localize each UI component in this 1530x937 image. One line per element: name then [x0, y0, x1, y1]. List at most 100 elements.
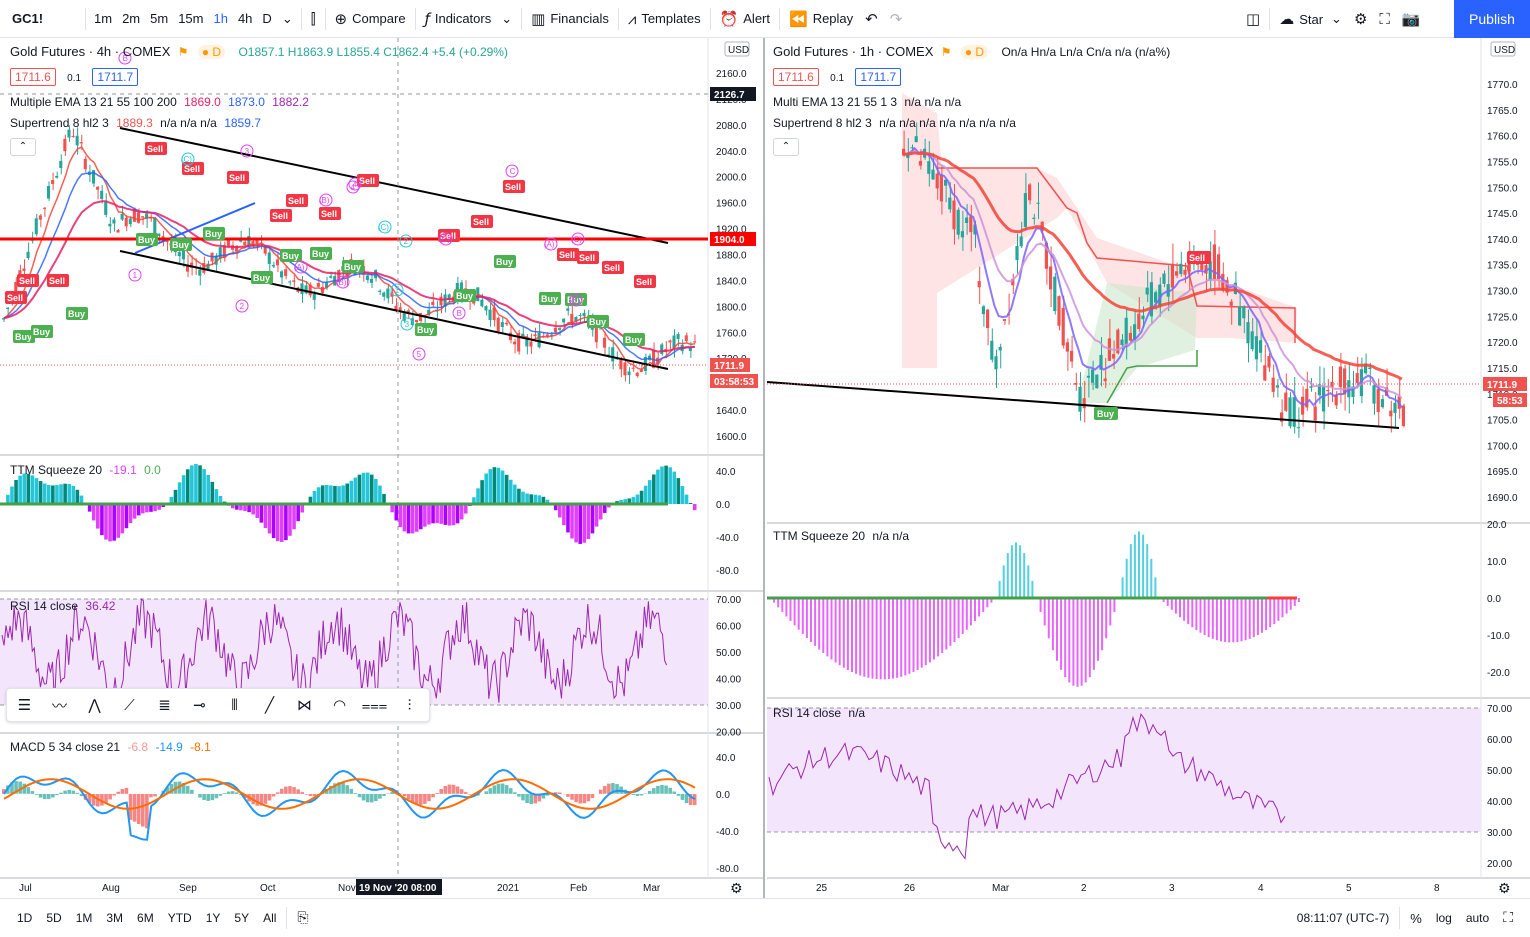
- macd-histogram-bar: [149, 794, 153, 798]
- publish-button[interactable]: Publish: [1454, 0, 1530, 38]
- candle-body: [1112, 354, 1116, 359]
- left-ema-legend[interactable]: Multiple EMA 13 21 55 100 200 1869.0 187…: [10, 94, 309, 110]
- drawing-tool-fib[interactable]: ≣: [147, 688, 182, 722]
- redo-button[interactable]: ↷: [884, 0, 909, 38]
- fullscreen-button[interactable]: ⛶: [1373, 0, 1396, 38]
- left-chart-pane[interactable]: USD 2160.0 2 1 2 0.0 2080.0 2040.0 2000.0 1960.0 1…: [0, 38, 765, 898]
- snapshot-button[interactable]: 📷: [1396, 0, 1427, 38]
- range-1D[interactable]: 1D: [17, 911, 33, 925]
- left-bid-badge[interactable]: 1711.6: [10, 68, 56, 86]
- financials-button[interactable]: ▥ Financials: [525, 0, 615, 38]
- toolbar-divider: [1269, 8, 1271, 30]
- replay-button[interactable]: ⏪ Replay: [783, 0, 859, 38]
- range-YTD[interactable]: YTD: [167, 911, 192, 925]
- macd-histogram-bar: [476, 794, 480, 796]
- left-ask-badge[interactable]: 1711.7: [92, 68, 139, 86]
- right-chart-pane[interactable]: USD 1770.0 1765.0 1760.0 1755.0 1750.0 1745.0 1…: [767, 38, 1530, 898]
- percent-scale-toggle[interactable]: %: [1410, 910, 1422, 926]
- interval-5m[interactable]: 5m: [150, 11, 169, 26]
- drawing-tool-channel[interactable]: ⩶: [357, 688, 392, 722]
- drawing-tool-range[interactable]: ⫶: [392, 688, 427, 722]
- macd-histogram-bar: [96, 794, 100, 807]
- interval-1m[interactable]: 1m: [94, 11, 113, 26]
- interval-2m[interactable]: 2m: [122, 11, 141, 26]
- ttm-histogram-bar: [79, 495, 84, 504]
- layout-button[interactable]: ◫: [1240, 0, 1266, 38]
- macd-histogram-bar: [639, 794, 644, 796]
- left-chart-canvas[interactable]: USD 2160.0 2 1 2 0.0 2080.0 2040.0 2000.0 1960.0 1…: [0, 38, 765, 898]
- right-supertrend-legend[interactable]: Supertrend 8 hl2 3 n/a n/a n/a n/a n/a n…: [773, 115, 1016, 131]
- drawing-tool-abc[interactable]: ⋀: [77, 688, 112, 722]
- alert-button[interactable]: ⏰ Alert: [714, 0, 776, 38]
- ttm-histogram-bar: [14, 479, 18, 504]
- ttm-histogram-bar: [1187, 598, 1190, 625]
- chart-style-button[interactable]: ⫿: [305, 0, 322, 38]
- range-5D[interactable]: 5D: [46, 911, 62, 925]
- range-3M[interactable]: 3M: [106, 911, 124, 925]
- drawing-tool-lines[interactable]: ☰: [7, 688, 42, 722]
- left-supertrend-legend[interactable]: Supertrend 8 hl2 3 1889.3 n/a n/a n/a 18…: [10, 115, 261, 131]
- undo-button[interactable]: ↶: [859, 0, 884, 38]
- ttm-histogram-bar: [586, 504, 591, 540]
- ttm-histogram-bar: [1289, 598, 1292, 610]
- left-rsi-value: 36.42: [85, 599, 116, 613]
- interval-dropdown[interactable]: ⌄: [277, 0, 298, 38]
- templates-button[interactable]: ⩘ Templates: [622, 0, 707, 38]
- right-ttm-legend[interactable]: TTM Squeeze 20 n/a n/a: [773, 528, 909, 544]
- compare-button[interactable]: ⊕ Compare: [329, 0, 412, 38]
- right-rsi-legend[interactable]: RSI 14 close n/a: [773, 705, 865, 721]
- drawing-tool-vlines[interactable]: ⫴: [217, 688, 252, 722]
- interval-1h[interactable]: 1h: [213, 11, 228, 26]
- ttm-histogram-bar: [900, 598, 903, 677]
- macd-histogram-bar: [46, 794, 51, 799]
- settings-button[interactable]: ⚙: [1348, 0, 1373, 38]
- range-5Y[interactable]: 5Y: [234, 911, 250, 925]
- time-axis-label: 2: [1081, 883, 1087, 894]
- left-macd-legend[interactable]: MACD 5 34 close 21 -6.8 -14.9 -8.1: [10, 739, 211, 755]
- candle-body: [157, 233, 161, 236]
- log-scale-toggle[interactable]: log: [1435, 911, 1452, 925]
- left-rsi-legend[interactable]: RSI 14 close 36.42: [10, 598, 115, 614]
- macd-histogram-bar: [676, 794, 681, 796]
- symbol-search[interactable]: GC1!: [12, 11, 44, 26]
- candle-body: [165, 239, 169, 243]
- right-ask-badge[interactable]: 1711.7: [855, 68, 902, 86]
- interval-D[interactable]: D: [262, 11, 272, 26]
- drawing-tool-hline[interactable]: ⊸: [182, 688, 217, 722]
- candle-body: [1116, 329, 1120, 354]
- range-1M[interactable]: 1M: [75, 911, 93, 925]
- indicators-button[interactable]: ƒ Indicators ⌄: [419, 0, 519, 38]
- ttm-histogram-bar: [492, 467, 497, 504]
- range-1Y[interactable]: 1Y: [205, 911, 221, 925]
- star-button[interactable]: ☁ Star ⌄: [1273, 0, 1348, 38]
- drawing-tool-trendline[interactable]: ╱: [252, 688, 287, 722]
- drawing-tool-xabcd[interactable]: ⋈: [287, 688, 322, 722]
- rsi-tick-label: 20.00: [716, 728, 741, 739]
- range-All[interactable]: All: [263, 911, 277, 925]
- right-legend-collapse-button[interactable]: ⌃: [773, 138, 799, 156]
- macd-histogram-bar: [288, 786, 292, 794]
- timezone-button[interactable]: 08:11:07 (UTC-7): [1296, 911, 1390, 925]
- interval-4h[interactable]: 4h: [237, 11, 253, 26]
- ttm-histogram-bar: [974, 598, 976, 621]
- left-ttm-legend[interactable]: TTM Squeeze 20 -19.1 0.0: [10, 462, 161, 478]
- maximize-button[interactable]: ⛶: [1496, 910, 1520, 926]
- interval-15m[interactable]: 15m: [178, 11, 204, 26]
- drawing-tool-ray[interactable]: ⟋: [112, 688, 147, 722]
- right-bid-badge[interactable]: 1711.6: [773, 68, 819, 86]
- sell-marker-label: Sell: [288, 196, 304, 206]
- candle-body: [1275, 385, 1279, 388]
- candle-body: [26, 251, 30, 259]
- macd-histogram-bar: [390, 792, 394, 794]
- drawing-tool-elliott[interactable]: 〰: [42, 688, 77, 722]
- left-legend-collapse-button[interactable]: ⌃: [10, 138, 36, 156]
- auto-scale-toggle[interactable]: auto: [1465, 911, 1490, 925]
- drawing-tool-arc[interactable]: ◠: [322, 688, 357, 722]
- candle-body: [668, 340, 672, 343]
- right-ema-legend[interactable]: Multi EMA 13 21 55 1 3 n/a n/a n/a: [773, 94, 961, 110]
- wave-label-circle: [399, 234, 413, 248]
- range-6M[interactable]: 6M: [137, 911, 154, 925]
- candle-body: [382, 292, 386, 297]
- right-chart-canvas[interactable]: USD 1770.0 1765.0 1760.0 1755.0 1750.0 1745.0 1…: [767, 38, 1530, 898]
- goto-date-button[interactable]: ⎘: [290, 910, 315, 926]
